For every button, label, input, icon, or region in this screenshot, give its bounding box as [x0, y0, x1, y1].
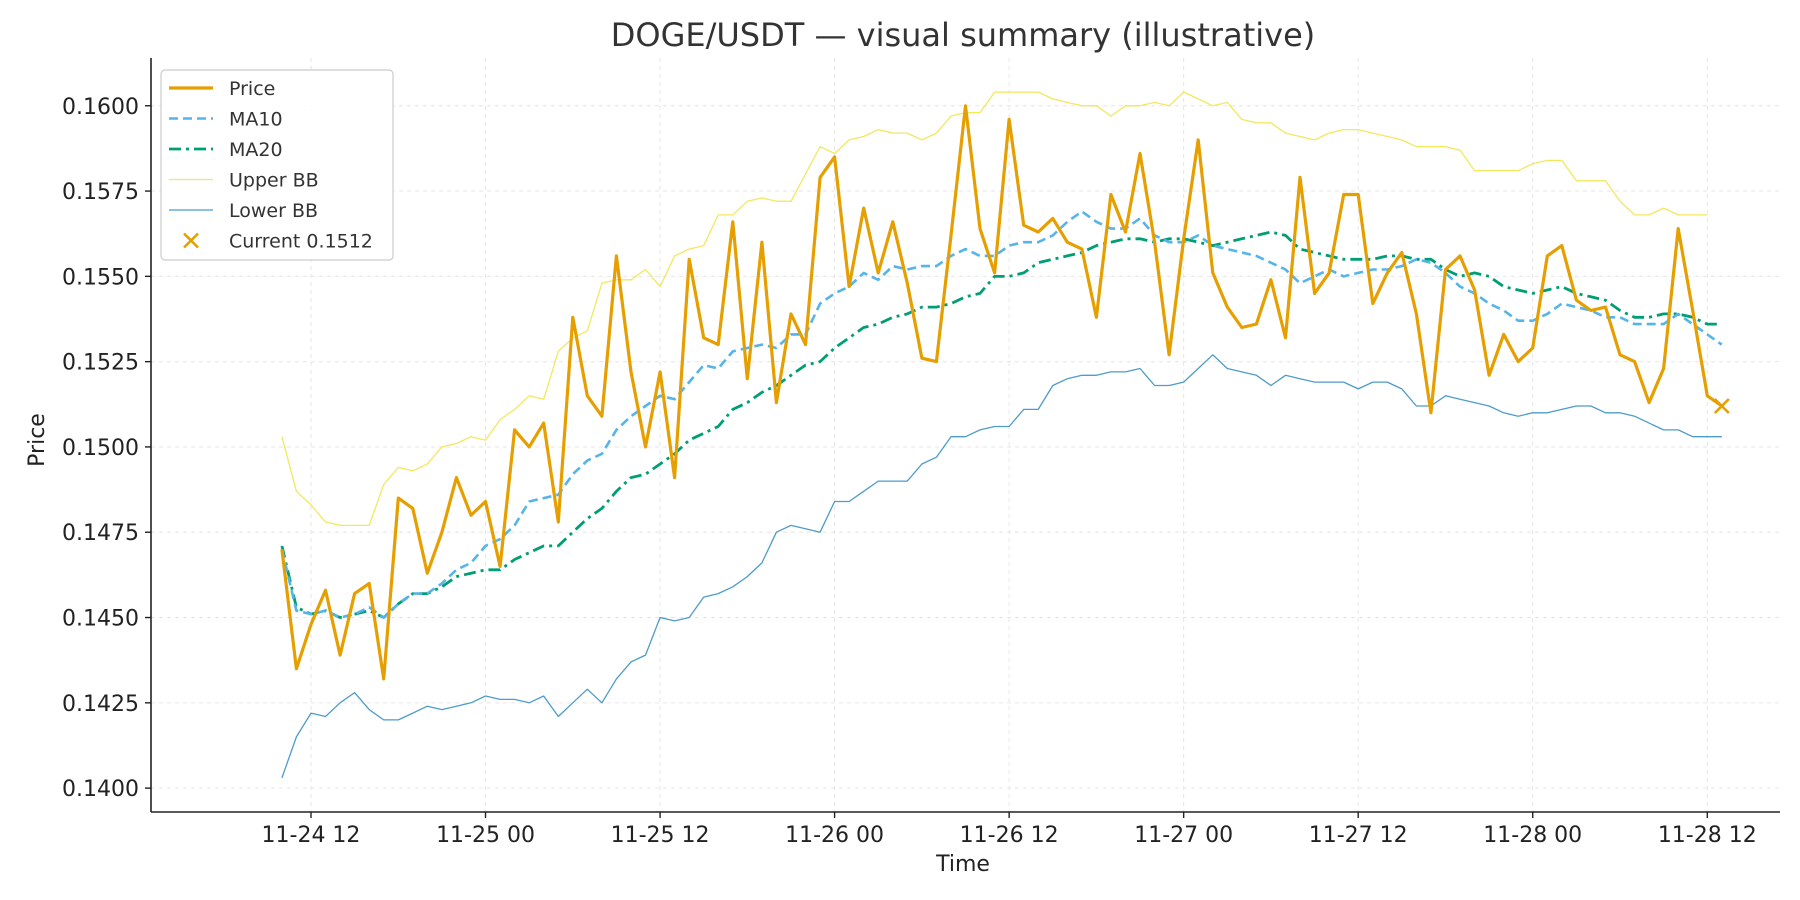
x-tick-label: 11-27 00	[1134, 823, 1233, 848]
y-tick-label: 0.1400	[62, 777, 139, 802]
legend-swatch	[183, 232, 199, 249]
legend-item-ma20: MA20	[169, 139, 283, 161]
series-layer	[280, 91, 1723, 779]
series-line-lower-bb	[281, 354, 1722, 779]
x-tick-label: 11-28 12	[1658, 823, 1757, 848]
x-tick-label: 11-26 12	[960, 823, 1059, 848]
legend: Price MA10 MA20 Upper BB Lower BB Current 0.1…	[160, 69, 394, 261]
legend-item-lower-bb: Lower BB	[169, 200, 318, 222]
x-tick-label: 11-25 00	[436, 823, 535, 848]
series-line-ma20	[280, 230, 1722, 619]
legend-items: Price MA10 MA20 Upper BB Lower BB Current 0.1…	[169, 78, 373, 253]
y-tick-label: 0.1500	[62, 436, 139, 461]
y-tick-label: 0.1525	[62, 351, 139, 376]
x-tick-label: 11-24 12	[262, 823, 361, 848]
x-tick-label: 11-28 00	[1483, 823, 1582, 848]
y-tick-label: 0.1550	[62, 265, 139, 290]
axes-layer	[150, 58, 1780, 813]
legend-item-upper-bb: Upper BB	[169, 170, 319, 192]
y-axis-label: Price	[25, 413, 50, 467]
legend-item-current-0-1512: Current 0.1512	[183, 231, 373, 253]
x-tick-label: 11-26 00	[785, 823, 884, 848]
legend-label: Upper BB	[229, 170, 319, 192]
x-tick-label: 11-25 12	[611, 823, 710, 848]
y-ticks: 0.1400 0.1425 0.1450 0.1475 0.1500 0.1525 0.15…	[62, 95, 151, 802]
legend-label: Lower BB	[229, 200, 318, 222]
grid-layer	[151, 58, 1780, 812]
chart-title: DOGE/USDT — visual summary (illustrative…	[611, 16, 1315, 54]
series-line-price	[280, 104, 1723, 681]
legend-item-price: Price	[169, 78, 275, 100]
y-tick-label: 0.1575	[62, 180, 139, 205]
x-axis-label: Time	[935, 852, 990, 877]
marker-layer	[1713, 398, 1730, 414]
legend-box	[160, 69, 394, 261]
x-ticks: 11-24 12 11-25 00 11-25 12 11-26 00 11-26 12…	[262, 812, 1757, 848]
x-tick-label: 11-27 12	[1309, 823, 1408, 848]
legend-item-ma10: MA10	[169, 109, 283, 131]
y-tick-label: 0.1475	[62, 521, 139, 546]
y-tick-label: 0.1600	[62, 95, 139, 120]
series-line-upper-bb	[281, 91, 1708, 527]
legend-label: MA20	[229, 139, 283, 161]
y-tick-label: 0.1450	[62, 607, 139, 632]
legend-label: MA10	[229, 109, 283, 131]
legend-label: Current 0.1512	[229, 231, 373, 253]
y-tick-label: 0.1425	[62, 692, 139, 717]
legend-label: Price	[229, 78, 275, 100]
series-line-ma10	[280, 210, 1723, 619]
current-price-marker	[1713, 398, 1730, 414]
